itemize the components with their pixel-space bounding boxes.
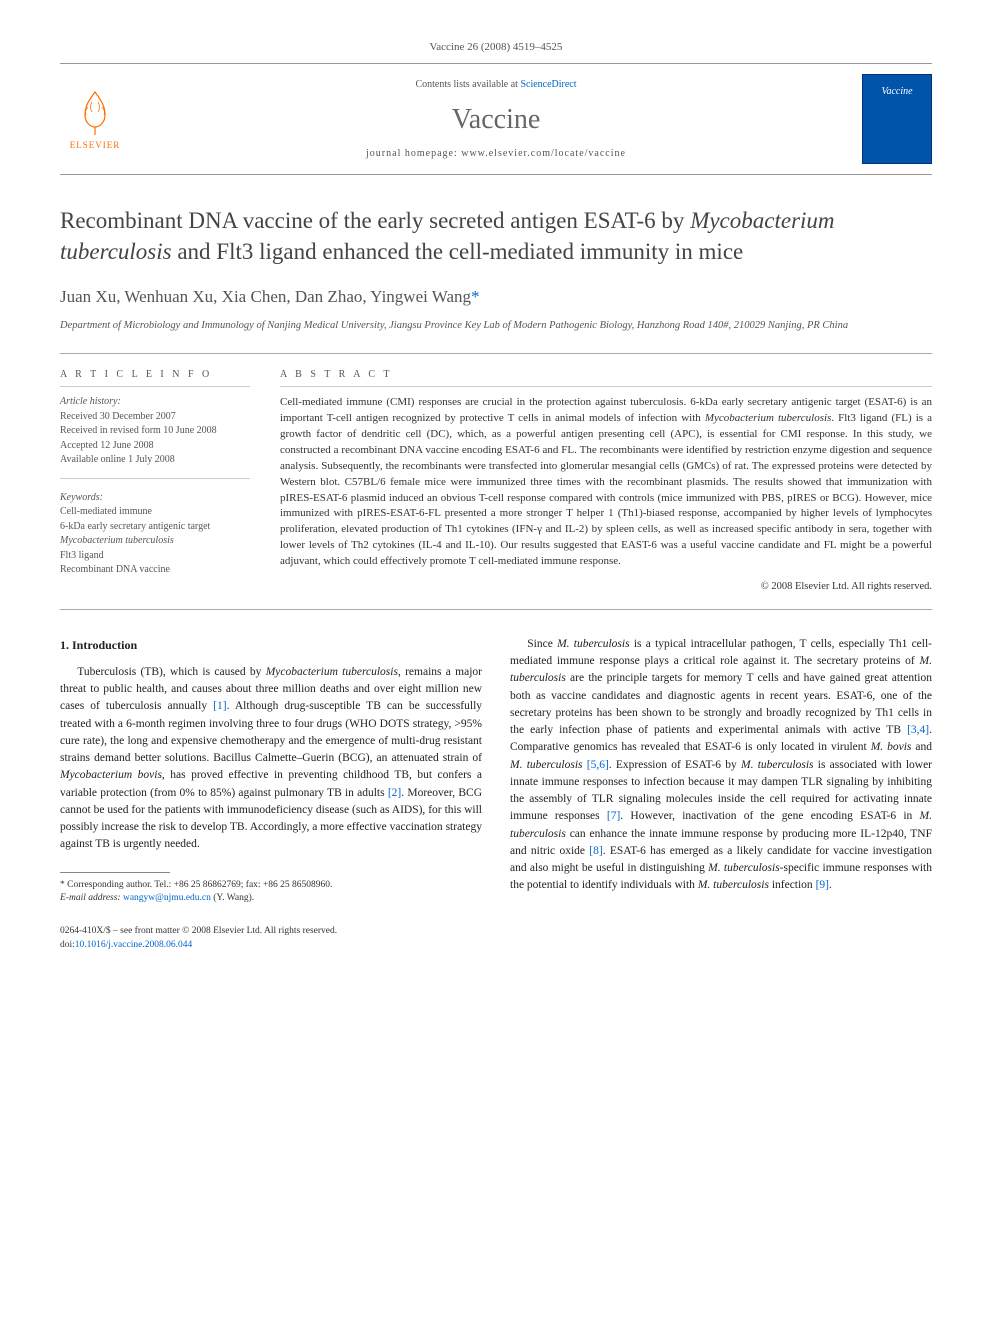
corresponding-marker: *	[471, 287, 480, 306]
corr-email-name: (Y. Wang).	[213, 893, 254, 903]
keywords-block: Keywords: Cell-mediated immune 6-kDa ear…	[60, 491, 250, 578]
contents-prefix: Contents lists available at	[415, 79, 520, 90]
keyword-item: Flt3 ligand	[60, 549, 250, 564]
keyword-item: Recombinant DNA vaccine	[60, 563, 250, 578]
keywords-label: Keywords:	[60, 491, 250, 506]
footer-block: 0264-410X/$ – see front matter © 2008 El…	[60, 925, 932, 952]
abstract-copyright: © 2008 Elsevier Ltd. All rights reserved…	[280, 580, 932, 595]
history-revised: Received in revised form 10 June 2008	[60, 424, 250, 439]
journal-homepage-line: journal homepage: www.elsevier.com/locat…	[130, 147, 862, 161]
keyword-item: Cell-mediated immune	[60, 505, 250, 520]
affiliation: Department of Microbiology and Immunolog…	[60, 319, 932, 333]
abstract-heading: A B S T R A C T	[280, 368, 932, 387]
body-paragraph: Tuberculosis (TB), which is caused by My…	[60, 664, 482, 854]
history-label: Article history:	[60, 395, 250, 410]
author-list: Juan Xu, Wenhuan Xu, Xia Chen, Dan Zhao,…	[60, 285, 932, 309]
email-label: E-mail address:	[60, 893, 121, 903]
corr-tel-fax: * Corresponding author. Tel.: +86 25 868…	[60, 879, 482, 892]
journal-name: Vaccine	[130, 100, 862, 139]
corresponding-author-footnote: * Corresponding author. Tel.: +86 25 868…	[60, 879, 482, 906]
cover-title: Vaccine	[881, 85, 912, 99]
article-info-column: A R T I C L E I N F O Article history: R…	[60, 368, 250, 595]
contents-available-line: Contents lists available at ScienceDirec…	[130, 78, 862, 92]
meta-abstract-row: A R T I C L E I N F O Article history: R…	[60, 353, 932, 610]
corr-email-link[interactable]: wangyw@njmu.edu.cn	[123, 893, 211, 903]
sciencedirect-link[interactable]: ScienceDirect	[520, 79, 576, 90]
abstract-text: Cell-mediated immune (CMI) responses are…	[280, 395, 932, 570]
publisher-logo: ELSEVIER	[60, 79, 130, 159]
article-title: Recombinant DNA vaccine of the early sec…	[60, 205, 932, 267]
issn-copyright-line: 0264-410X/$ – see front matter © 2008 El…	[60, 925, 932, 938]
section-heading-intro: 1. Introduction	[60, 636, 482, 654]
elsevier-tree-icon	[70, 87, 120, 137]
keyword-item: Mycobacterium tuberculosis	[60, 534, 250, 549]
citation-line: Vaccine 26 (2008) 4519–4525	[60, 40, 932, 55]
history-accepted: Accepted 12 June 2008	[60, 439, 250, 454]
corr-email-line: E-mail address: wangyw@njmu.edu.cn (Y. W…	[60, 892, 482, 905]
article-history-block: Article history: Received 30 December 20…	[60, 395, 250, 479]
history-online: Available online 1 July 2008	[60, 453, 250, 468]
doi-link[interactable]: 10.1016/j.vaccine.2008.06.044	[75, 940, 192, 950]
article-body: 1. Introduction Tuberculosis (TB), which…	[60, 636, 932, 905]
authors-text: Juan Xu, Wenhuan Xu, Xia Chen, Dan Zhao,…	[60, 287, 471, 306]
journal-cover-thumbnail: Vaccine	[862, 74, 932, 164]
abstract-column: A B S T R A C T Cell-mediated immune (CM…	[280, 368, 932, 595]
header-center: Contents lists available at ScienceDirec…	[130, 78, 862, 161]
publisher-name: ELSEVIER	[70, 139, 121, 152]
doi-label: doi:	[60, 940, 75, 950]
article-info-heading: A R T I C L E I N F O	[60, 368, 250, 388]
doi-line: doi:10.1016/j.vaccine.2008.06.044	[60, 939, 932, 952]
keyword-item: 6-kDa early secretary antigenic target	[60, 520, 250, 535]
body-paragraph: Since M. tuberculosis is a typical intra…	[510, 636, 932, 895]
history-received: Received 30 December 2007	[60, 410, 250, 425]
footnote-separator	[60, 872, 170, 873]
journal-header: ELSEVIER Contents lists available at Sci…	[60, 63, 932, 175]
